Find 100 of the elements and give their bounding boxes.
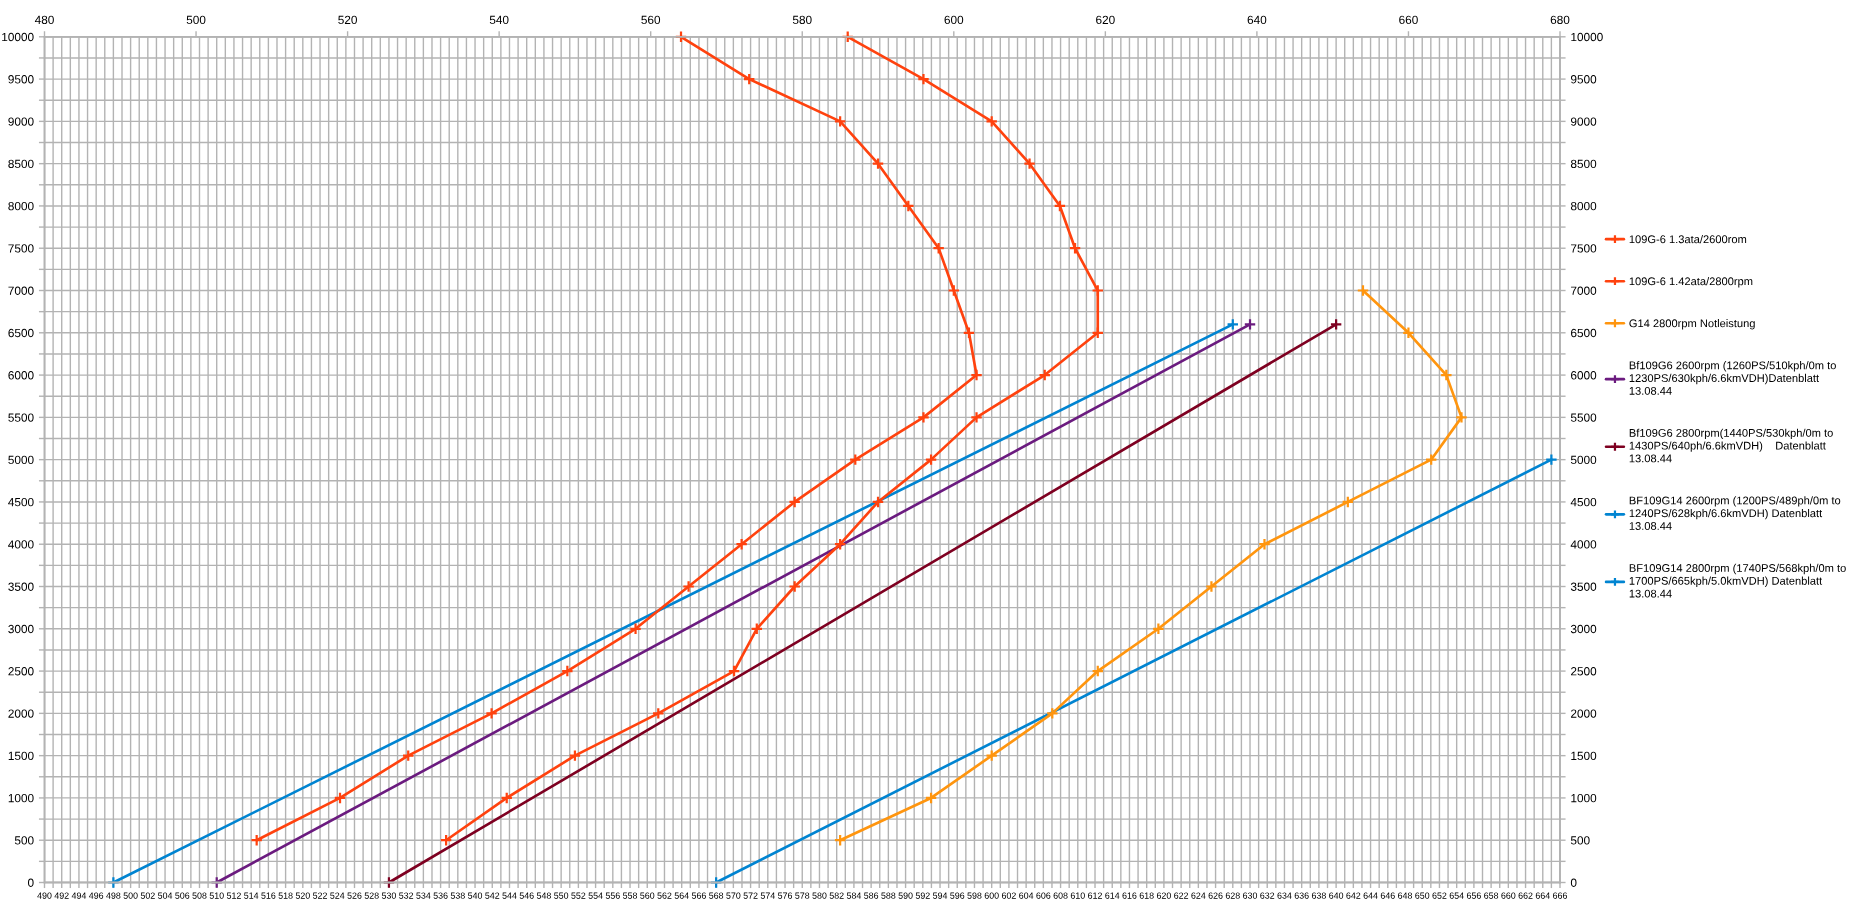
legend-label: Bf109G6 2600rpm (1260PS/510kph/0m to 1230PS/630kph/6.6kmVDH)Datenblatt 13.08.44: [1629, 361, 1836, 395]
x-tick-label: 568: [709, 892, 724, 899]
y2-tick-label: 1500: [1571, 751, 1597, 761]
x-tick-label: 504: [157, 892, 173, 899]
x-tick-label: 612: [1088, 892, 1102, 899]
x2-tick-label: 660: [1399, 15, 1418, 25]
y-tick-label: 3000: [8, 624, 34, 634]
x-tick-label: 632: [1260, 892, 1275, 899]
y-tick-label: 7500: [8, 244, 34, 253]
y-tick-label: 500: [14, 836, 34, 845]
x-tick-label: 540: [467, 892, 483, 899]
y2-tick-label: 8000: [1570, 201, 1597, 211]
x-tick-label: 600: [984, 892, 999, 899]
y-tick-label: 4500: [8, 497, 34, 507]
x-tick-label: 550: [554, 892, 569, 899]
y-tick-label: 0: [27, 878, 34, 887]
point: [210, 876, 224, 889]
x-tick-label: 556: [605, 892, 620, 899]
point: [1329, 318, 1343, 331]
y2-tick-label: 4500: [1570, 497, 1597, 507]
y-tick-label: 7000: [8, 286, 34, 295]
y2-tick-label: 1000: [1571, 793, 1597, 803]
x-tick-label: 628: [1225, 892, 1240, 899]
y-tick-label: 6000: [8, 371, 34, 380]
y-tick-label: 2000: [8, 709, 34, 718]
y2-tick-label: 8500: [1570, 159, 1597, 169]
x-tick-label: 592: [915, 892, 930, 899]
x-tick-label: 502: [140, 892, 155, 899]
x2-tick-label: 500: [186, 15, 206, 25]
x-tick-label: 650: [1415, 892, 1430, 899]
x-tick-label: 546: [519, 892, 534, 899]
x-tick-label: 648: [1398, 892, 1413, 899]
x-tick-label: 658: [1484, 892, 1499, 899]
x-tick-label: 566: [691, 892, 706, 899]
x-tick-label: 630: [1243, 892, 1258, 899]
y-tick-label: 1500: [8, 751, 34, 761]
y2-tick-label: 4000: [1570, 540, 1597, 549]
x-tick-label: 560: [640, 892, 655, 899]
x2-tick-label: 540: [489, 15, 509, 25]
legend-label: 109G-6 1.3ata/2600rom: [1629, 235, 1747, 244]
x-tick-label: 522: [312, 892, 328, 899]
x-tick-label: 492: [54, 892, 69, 899]
x-tick-label: 558: [622, 892, 638, 899]
y-tick-label: 2500: [8, 667, 34, 676]
x-tick-label: 602: [1001, 892, 1016, 899]
y2-tick-label: 5000: [1570, 455, 1597, 465]
x-tick-label: 536: [433, 892, 448, 899]
x-tick-label: 514: [244, 892, 259, 899]
x-tick-label: 652: [1432, 892, 1447, 899]
x-tick-label: 512: [226, 892, 241, 899]
point: [709, 876, 723, 889]
x-tick-label: 604: [1019, 892, 1034, 899]
y2-tick-label: 5500: [1570, 413, 1597, 422]
point: [1226, 318, 1240, 331]
y2-tick-label: 500: [1570, 836, 1590, 845]
y2-tick-label: 3000: [1570, 624, 1597, 634]
x-tick-label: 532: [399, 892, 414, 899]
x-tick-label: 656: [1466, 892, 1481, 899]
x-tick-label: 596: [950, 892, 965, 899]
y-tick-label: 3500: [8, 582, 34, 591]
y-tick-label: 9500: [8, 75, 34, 84]
x-tick-label: 548: [536, 892, 551, 899]
x-tick-label: 564: [674, 892, 689, 899]
x-tick-label: 616: [1122, 892, 1137, 899]
y-tick-label: 10000: [2, 32, 34, 42]
x-tick-label: 588: [881, 892, 896, 899]
y2-tick-label: 0: [1570, 878, 1577, 887]
y2-tick-label: 7000: [1571, 286, 1597, 295]
x-tick-label: 622: [1174, 892, 1189, 899]
x-tick-label: 608: [1053, 892, 1068, 899]
x-tick-label: 538: [450, 892, 465, 899]
x-tick-label: 654: [1449, 892, 1464, 899]
x2-tick-label: 620: [1096, 15, 1115, 25]
point: [1243, 318, 1257, 331]
x-tick-label: 598: [967, 892, 982, 899]
y-tick-label: 8500: [8, 159, 34, 169]
x-tick-label: 570: [726, 892, 741, 899]
x-tick-label: 496: [88, 892, 104, 899]
x2-tick-label: 520: [338, 15, 357, 25]
y-tick-label: 5500: [8, 413, 34, 422]
legend-label: Bf109G6 2800rpm(1440PS/530kph/0m to 1430PS/640ph/6.6kmVDH) Datenblatt 13.08.44: [1629, 428, 1833, 463]
x-tick-label: 646: [1380, 892, 1395, 899]
x2-tick-label: 640: [1247, 15, 1267, 25]
x-tick-label: 516: [261, 892, 276, 899]
point: [382, 876, 396, 889]
y2-tick-label: 2500: [1571, 667, 1597, 676]
x-tick-label: 524: [330, 892, 345, 899]
x-tick-label: 574: [760, 892, 775, 899]
x-tick-label: 634: [1277, 892, 1292, 899]
x-tick-label: 582: [829, 892, 844, 899]
x-tick-label: 534: [416, 892, 431, 899]
x-tick-label: 494: [71, 892, 87, 899]
y2-tick-label: 9500: [1570, 75, 1597, 84]
x-tick-label: 562: [657, 892, 672, 899]
x-tick-label: 586: [864, 892, 879, 899]
x-tick-label: 594: [932, 892, 948, 899]
x-tick-label: 640: [1329, 892, 1344, 899]
x-tick-label: 576: [777, 892, 793, 899]
x-tick-label: 572: [743, 892, 758, 899]
x2-tick-label: 580: [792, 15, 812, 25]
